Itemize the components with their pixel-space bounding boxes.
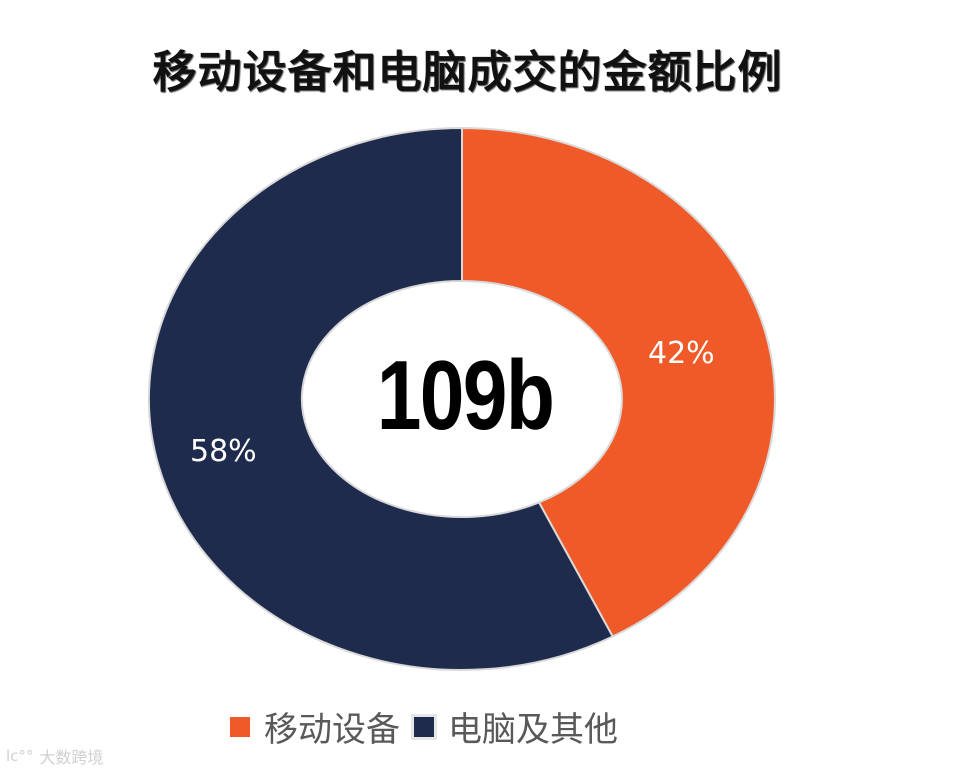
legend-label-pc: 电脑及其他 — [448, 710, 618, 750]
watermark-logo-icon: lc°° — [6, 747, 34, 765]
legend: 移动设备 电脑及其他 — [230, 702, 632, 751]
legend-swatch-mobile — [230, 716, 250, 737]
watermark-text: 大数跨境 — [39, 748, 104, 767]
legend-item-mobile[interactable]: 移动设备 — [230, 702, 400, 751]
slice-pc[interactable] — [148, 126, 615, 671]
chart-title: 移动设备和电脑成交的金额比例 — [152, 47, 783, 98]
slice-label-pc: 58% — [190, 434, 257, 469]
slice-label-mobile: 42% — [648, 336, 715, 371]
watermark: lc°° 大数跨境 — [6, 744, 103, 768]
center-total-label: 109b — [376, 340, 555, 450]
legend-swatch-pc — [411, 713, 437, 740]
legend-item-pc[interactable]: 电脑及其他 — [411, 702, 618, 751]
slice-mobile[interactable] — [461, 126, 776, 638]
legend-label-mobile: 移动设备 — [264, 710, 400, 750]
